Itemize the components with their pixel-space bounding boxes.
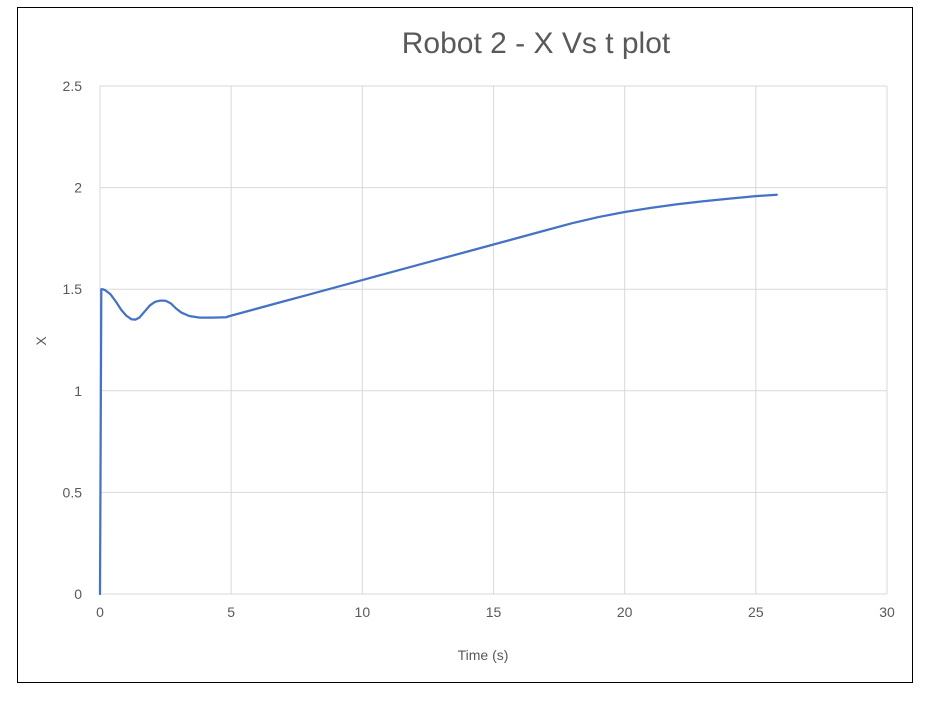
x-tick-label: 30: [879, 604, 895, 620]
chart-svg: Robot 2 - X Vs t plot 0 5 10 15 20 25 30 0 0.5 1…: [33, 27, 895, 663]
x-tick-label: 20: [617, 604, 633, 620]
y-tick-label: 1.5: [63, 281, 83, 297]
x-axis-title: Time (s): [458, 647, 509, 663]
x-tick-label: 25: [748, 604, 764, 620]
x-tick-label: 5: [227, 604, 235, 620]
chart-title: Robot 2 - X Vs t plot: [402, 27, 671, 60]
y-axis-title: X: [33, 336, 49, 346]
y-tick-labels: 0 0.5 1 1.5 2 2.5: [63, 78, 83, 602]
y-gridlines: [100, 85, 887, 595]
x-tick-label: 10: [355, 604, 371, 620]
y-tick-label: 0.5: [63, 484, 83, 500]
x-tick-label: 15: [486, 604, 502, 620]
x-tick-labels: 0 5 10 15 20 25 30: [96, 604, 895, 620]
y-tick-label: 0: [74, 586, 82, 602]
series-line-x: [98, 193, 778, 596]
y-tick-label: 2.5: [63, 78, 83, 94]
x-tick-label: 0: [96, 604, 104, 620]
y-tick-label: 1: [74, 383, 82, 399]
chart-frame: Robot 2 - X Vs t plot 0 5 10 15 20 25 30 0 0.5 1…: [17, 7, 913, 683]
x-gridlines: [99, 86, 888, 594]
y-tick-label: 2: [74, 180, 82, 196]
